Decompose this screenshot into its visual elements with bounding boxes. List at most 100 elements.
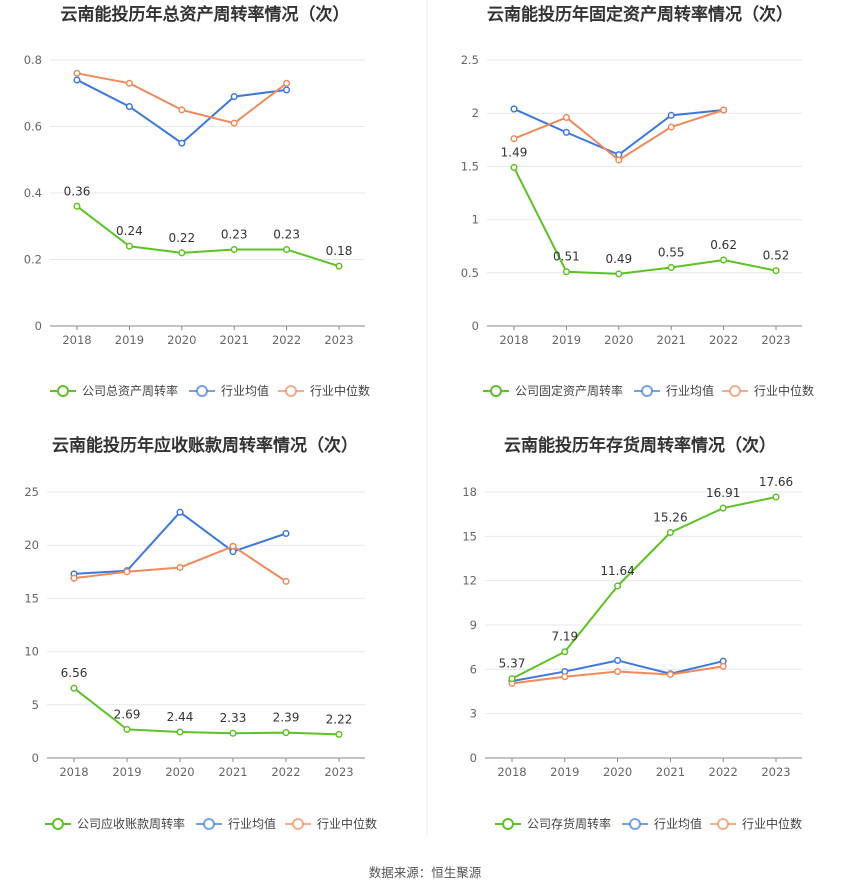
y-tick-label: 20 — [24, 538, 39, 552]
x-tick-label: 2023 — [761, 333, 790, 347]
legend-swatch-marker — [57, 385, 69, 397]
x-tick-label: 2021 — [657, 333, 686, 347]
median-series-point — [125, 79, 133, 87]
median-series-point — [561, 673, 569, 681]
data-label: 0.18 — [326, 244, 353, 258]
median-series-point — [282, 577, 290, 585]
company-series-point — [719, 504, 727, 512]
company-series-point — [335, 262, 343, 270]
legend-swatch-marker — [729, 385, 741, 397]
company-series-point — [230, 245, 238, 254]
company-series-point — [561, 648, 569, 656]
y-tick-label: 12 — [462, 574, 477, 588]
data-label: 11.64 — [600, 564, 634, 578]
company-series-point — [123, 725, 131, 733]
data-label: 2.69 — [114, 707, 141, 721]
y-tick-label: 0 — [32, 751, 39, 765]
median-series-point — [283, 79, 291, 87]
legend-label: 行业均值 — [221, 383, 269, 398]
data-label: 2.33 — [220, 711, 247, 725]
y-tick-label: 18 — [462, 485, 477, 499]
legend-label: 公司总资产周转率 — [82, 383, 178, 398]
chart-title: 云南能投历年总资产周转率情况（次） — [61, 4, 350, 25]
x-tick-label: 2021 — [220, 333, 249, 347]
company-series-point — [70, 684, 78, 692]
legend-label: 行业均值 — [654, 816, 702, 831]
median-series-point — [667, 123, 675, 131]
legend-swatch-marker — [490, 385, 502, 397]
median-series-point — [176, 563, 184, 572]
median-series-point — [562, 113, 570, 122]
y-tick-label: 3 — [470, 707, 477, 721]
x-tick-label: 2020 — [167, 333, 196, 347]
y-tick-label: 0.4 — [24, 186, 42, 200]
company-series-point — [125, 242, 133, 250]
company-series-point — [510, 163, 518, 172]
data-label: 0.36 — [64, 184, 91, 198]
average-series-point — [510, 105, 518, 113]
data-label: 5.37 — [499, 657, 526, 671]
data-label: 0.22 — [168, 231, 195, 245]
y-tick-label: 0.6 — [24, 120, 42, 134]
y-tick-label: 2.5 — [461, 53, 479, 67]
legend-label: 公司存货周转率 — [527, 816, 611, 831]
y-tick-label: 1.5 — [461, 159, 479, 173]
company-series-line — [73, 687, 340, 736]
average-series-point — [562, 128, 570, 136]
median-series-point — [229, 542, 237, 550]
median-series-point — [510, 135, 518, 143]
y-tick-label: 15 — [462, 529, 477, 543]
data-label: 0.49 — [605, 252, 632, 266]
y-tick-label: 0 — [472, 319, 479, 333]
legend-swatch-marker — [196, 385, 208, 397]
x-tick-label: 2023 — [324, 333, 353, 347]
data-label: 2.39 — [273, 711, 300, 725]
data-label: 0.23 — [273, 228, 300, 242]
company-series-point — [615, 270, 623, 278]
median-series-point — [178, 106, 186, 114]
data-label: 0.55 — [658, 245, 685, 259]
x-tick-label: 2021 — [656, 765, 685, 779]
x-tick-label: 2022 — [271, 765, 300, 779]
x-tick-label: 2019 — [115, 333, 144, 347]
x-tick-label: 2019 — [550, 765, 579, 779]
x-tick-label: 2018 — [499, 333, 528, 347]
company-series-point — [282, 729, 290, 737]
legend-label: 行业中位数 — [317, 816, 377, 831]
company-series-line — [76, 205, 340, 268]
legend-swatch-marker — [285, 385, 297, 397]
median-series-line — [76, 72, 288, 125]
average-series-point — [178, 139, 186, 147]
company-series-point — [229, 729, 237, 737]
chart-title: 云南能投历年应收账款周转率情况（次） — [52, 435, 358, 456]
median-series-point — [123, 568, 131, 576]
x-tick-label: 2023 — [761, 765, 790, 779]
y-tick-label: 6 — [470, 662, 477, 676]
company-series-point — [772, 267, 780, 275]
legend-label: 公司应收账款周转率 — [77, 816, 185, 831]
data-label: 0.51 — [553, 250, 580, 264]
legend-label: 行业中位数 — [742, 816, 802, 831]
company-series-point — [508, 675, 516, 683]
legend-swatch-marker — [717, 818, 729, 830]
x-tick-label: 2020 — [604, 333, 633, 347]
y-tick-label: 25 — [24, 485, 39, 499]
legend-label: 公司固定资产周转率 — [515, 383, 623, 398]
average-series-point — [230, 93, 238, 101]
data-label: 0.24 — [116, 224, 143, 238]
data-label: 1.49 — [501, 145, 528, 159]
legend-swatch-marker — [641, 385, 653, 397]
company-series-line — [511, 496, 777, 680]
median-series-point — [230, 119, 238, 127]
x-tick-label: 2018 — [497, 765, 526, 779]
x-tick-label: 2022 — [709, 765, 738, 779]
y-tick-label: 0 — [470, 751, 477, 765]
data-label: 17.66 — [759, 475, 793, 489]
median-series-point — [73, 69, 81, 77]
legend-label: 行业均值 — [228, 816, 276, 831]
legend-swatch-marker — [292, 818, 304, 830]
legend-swatch-marker — [502, 818, 514, 830]
data-label: 0.52 — [763, 249, 790, 263]
legend-swatch-marker — [203, 818, 215, 830]
y-tick-label: 9 — [470, 618, 477, 632]
